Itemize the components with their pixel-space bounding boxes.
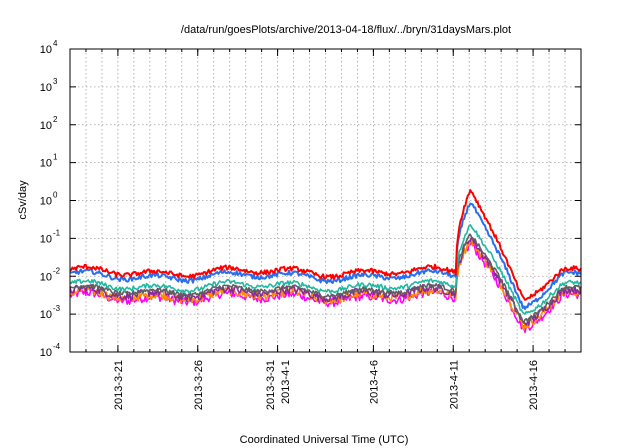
y-tick-label: 10 — [40, 347, 52, 359]
chart-title: /data/run/goesPlots/archive/2013-04-18/f… — [181, 24, 511, 36]
y-tick-exponent: 4 — [53, 39, 58, 48]
series-line-2 — [69, 224, 582, 315]
x-axis-ticks: 2013-3-21 2013-3-26 2013-3-31 2013-4-1 2013-… — [69, 49, 582, 410]
y-tick-base: 10 — [40, 82, 52, 94]
x-tick-label: 2013-3-26 — [193, 360, 205, 410]
y-tick-base: 10 — [40, 233, 52, 245]
series-line-3 — [69, 233, 582, 324]
y-tick-base: 10 — [40, 44, 52, 56]
y-tick-exponent: -3 — [53, 304, 61, 313]
y-tick-base: 10 — [40, 271, 52, 283]
y-axis-label: cSv/day — [17, 180, 29, 220]
y-tick-base: 10 — [40, 196, 52, 208]
y-tick-base: 10 — [40, 158, 52, 170]
x-tick-label: 2013-4-16 — [528, 360, 540, 410]
x-tick-label: 2013-3-31 — [265, 360, 277, 410]
y-tick-exponent: 0 — [53, 191, 58, 200]
y-tick-exponent: 2 — [53, 115, 58, 124]
x-tick-label: 2013-3-21 — [113, 360, 125, 410]
grid — [70, 49, 581, 352]
y-tick-label: 10 — [40, 233, 52, 245]
y-tick-exponent: -4 — [53, 342, 61, 351]
x-tick-label: 2013-4-6 — [368, 360, 380, 404]
y-tick-label: 10 — [40, 309, 52, 321]
y-tick-exponent: 3 — [53, 77, 58, 86]
y-tick-exponent: -2 — [53, 266, 61, 275]
x-tick-label: 2013-4-11 — [448, 360, 460, 409]
series-line-1 — [69, 202, 582, 310]
y-tick-label: 10 — [40, 120, 52, 132]
series-layer — [69, 189, 582, 334]
y-tick-label: 10 — [40, 82, 52, 94]
y-tick-label: 10 — [40, 158, 52, 170]
x-axis-label: Coordinated Universal Time (UTC) — [240, 434, 409, 446]
y-tick-label: 10 — [40, 44, 52, 56]
y-tick-base: 10 — [40, 309, 52, 321]
y-tick-exponent: -1 — [53, 228, 61, 237]
y-tick-label: 10 — [40, 196, 52, 208]
series-line-0 — [69, 189, 582, 301]
y-tick-base: 10 — [40, 347, 52, 359]
y-tick-label: 10 — [40, 271, 52, 283]
y-tick-base: 10 — [40, 120, 52, 132]
x-tick-label: 2013-4-1 — [280, 360, 292, 404]
y-tick-exponent: 1 — [53, 153, 58, 162]
